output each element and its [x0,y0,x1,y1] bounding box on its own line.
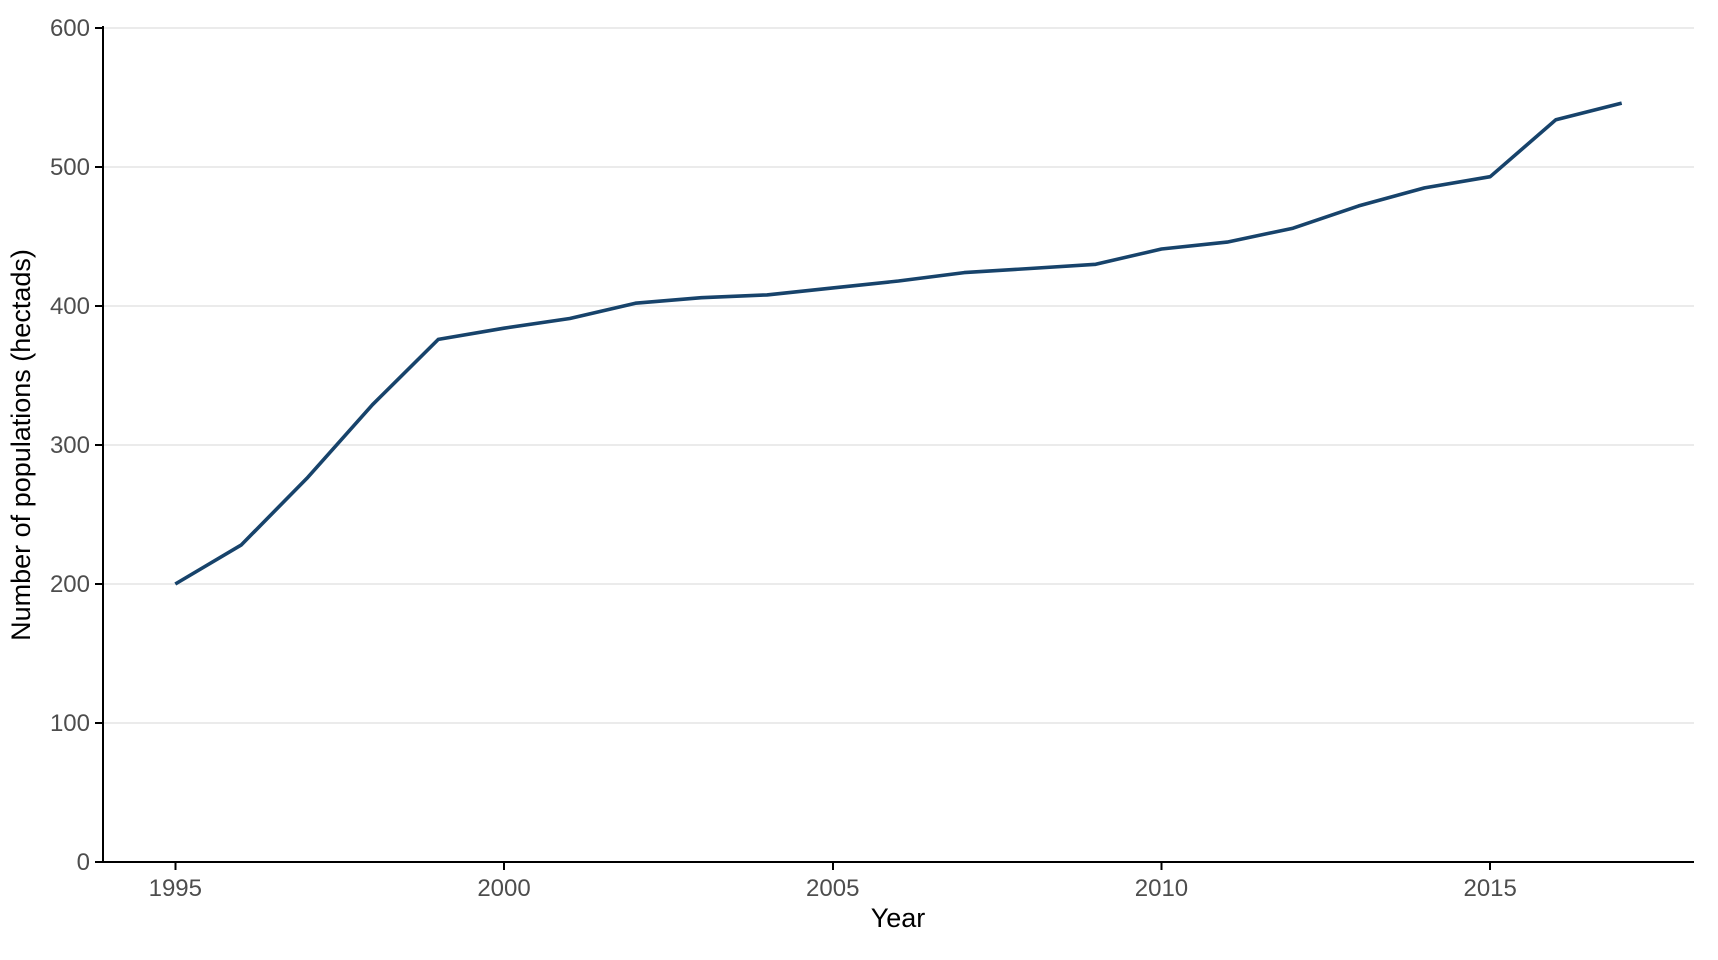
y-tick-label: 500 [50,154,90,181]
x-tick-label: 2015 [1463,875,1516,902]
x-tick-label: 1995 [149,875,202,902]
axis-titles: Year Number of populations (hectads) [6,249,925,933]
y-tick-label: 400 [50,293,90,320]
y-tick-label: 600 [50,15,90,42]
y-tick-label: 200 [50,571,90,598]
x-axis-title: Year [871,903,926,933]
data-line [174,101,1623,586]
y-tick-label: 0 [77,849,90,876]
y-tick-label: 300 [50,432,90,459]
x-tick-label: 2005 [806,875,859,902]
y-axis-title: Number of populations (hectads) [6,249,36,641]
y-tick-label: 100 [50,710,90,737]
x-tick-label: 2000 [477,875,530,902]
x-tick-label: 2010 [1135,875,1188,902]
